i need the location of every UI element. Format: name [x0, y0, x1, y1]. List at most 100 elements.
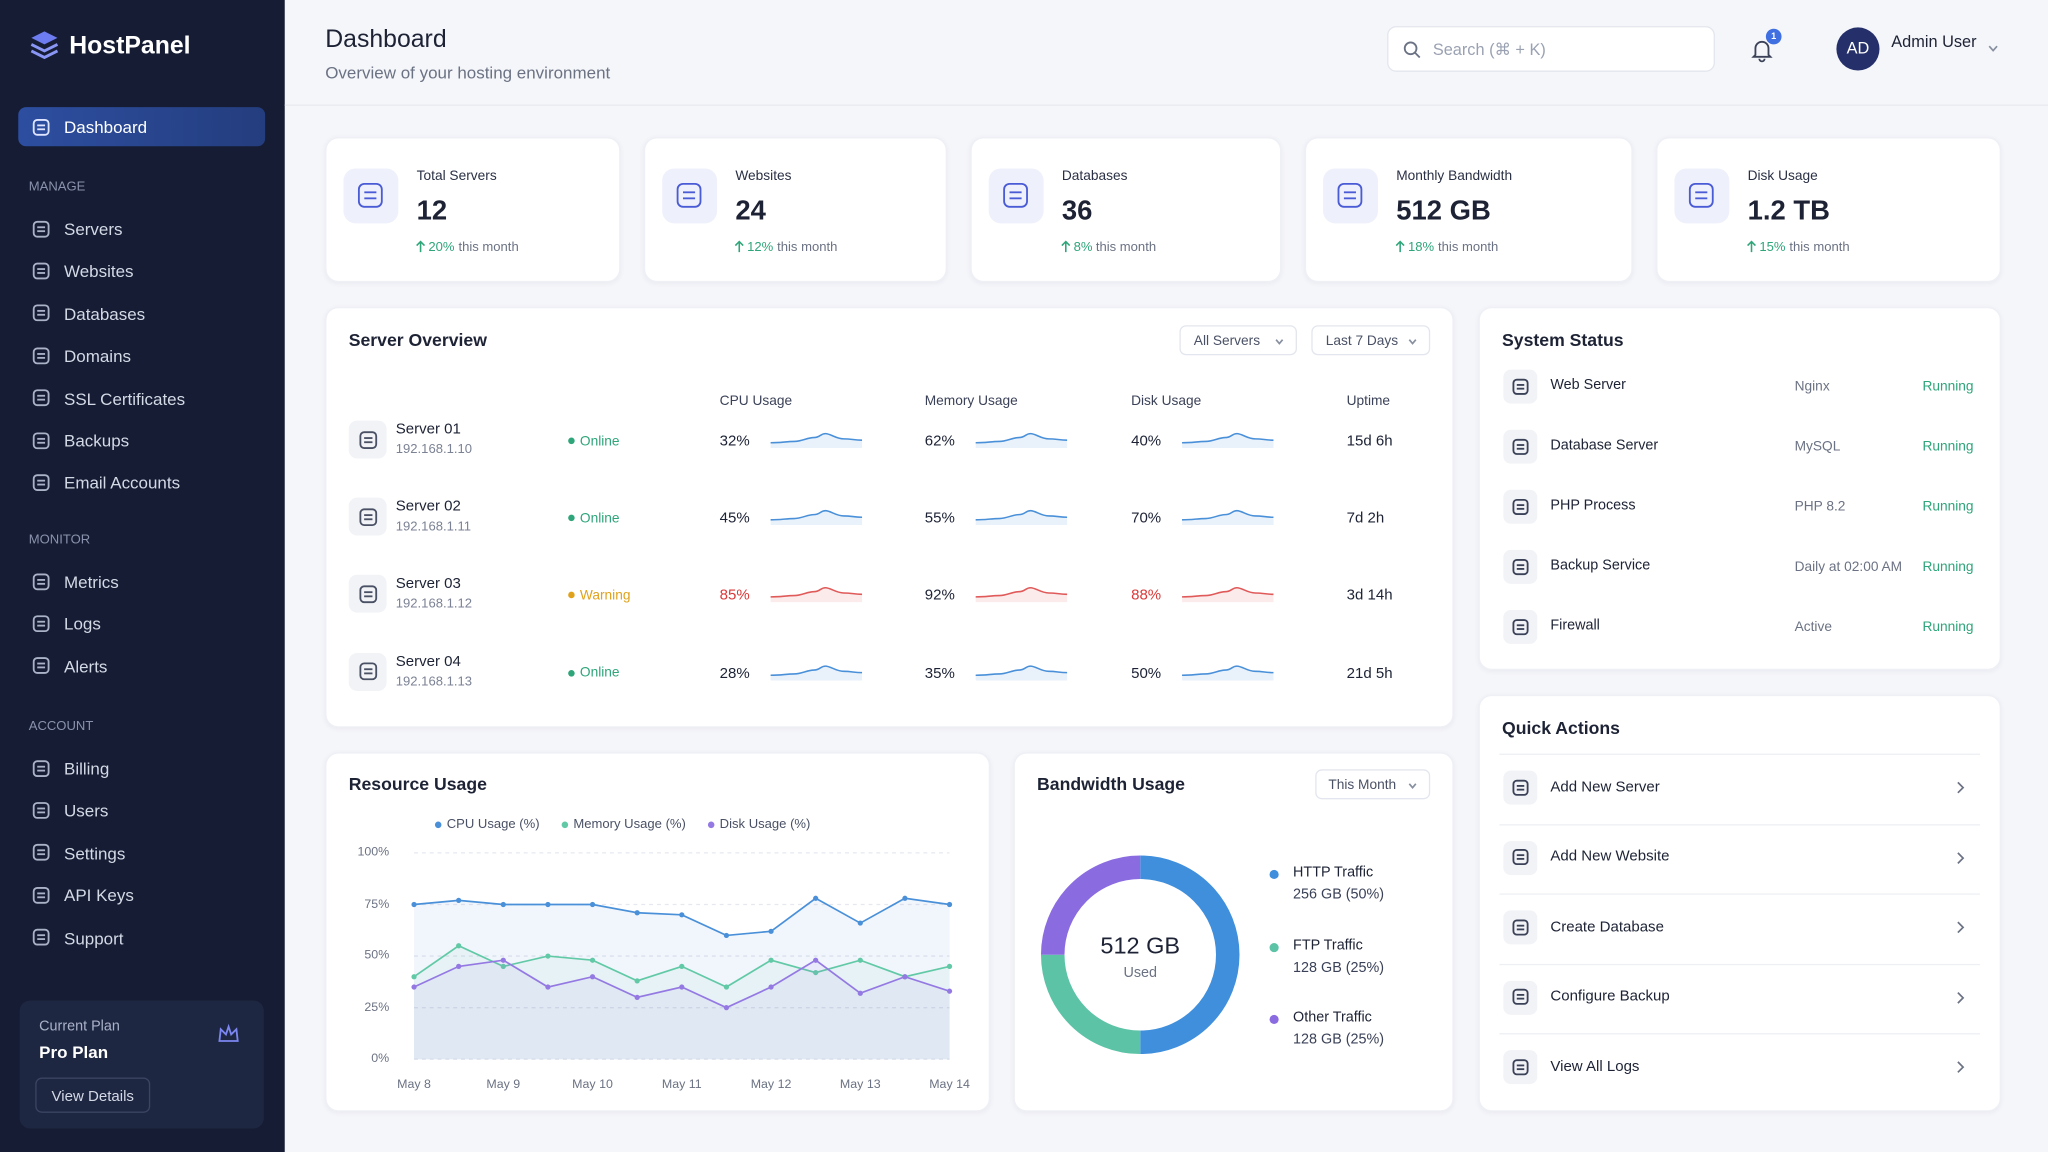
- service-state: Running: [1922, 558, 1974, 575]
- server-name: Server 02: [395, 499, 461, 515]
- trend-arrow: [1395, 240, 1405, 253]
- server-ip: 192.168.1.12: [395, 597, 473, 612]
- sparkline: [975, 432, 1068, 448]
- icon-shape: [1512, 378, 1529, 395]
- stat-label: Databases: [1061, 168, 1128, 184]
- chevron-icon: [1408, 338, 1416, 345]
- action-row[interactable]: [1499, 963, 1981, 1032]
- plan-button[interactable]: [35, 1077, 151, 1113]
- sparkline-line: [770, 664, 863, 676]
- avatar[interactable]: [1836, 27, 1880, 71]
- filter-dropdown[interactable]: [1315, 769, 1431, 800]
- data-point: [634, 910, 640, 916]
- filter-dropdown[interactable]: [1311, 325, 1431, 356]
- arrow-shape: [734, 240, 744, 253]
- legend-dot: [1269, 1014, 1279, 1024]
- action-label: Configure Backup: [1550, 989, 1670, 1005]
- notification-bell[interactable]: [1750, 38, 1774, 63]
- stat-value: 12: [416, 196, 448, 227]
- icon: [358, 585, 377, 603]
- column-header: Memory Usage: [924, 392, 1018, 409]
- service-state: Running: [1922, 618, 1974, 635]
- chevron: [1957, 781, 1965, 794]
- arrow-shape: [1061, 240, 1071, 253]
- service-detail: PHP 8.2: [1794, 498, 1846, 515]
- service-name: Firewall: [1550, 618, 1600, 634]
- nav-section-title: MONITOR: [28, 532, 91, 548]
- usage-value: 88%: [1131, 588, 1162, 604]
- icon: [32, 347, 49, 364]
- chevron: [1988, 45, 1998, 52]
- chevron-icon: [1274, 338, 1283, 345]
- icon: [32, 220, 49, 237]
- nav-item: Billing: [63, 758, 110, 779]
- nav-item: API Keys: [63, 885, 134, 906]
- sparkline-line: [1182, 510, 1274, 521]
- sparkline-area: [975, 588, 1068, 603]
- icon: [1512, 1059, 1529, 1076]
- card-title: Bandwidth Usage: [1037, 773, 1185, 794]
- search-box[interactable]: [1387, 26, 1715, 72]
- icon: [32, 389, 49, 407]
- icon: [1003, 183, 1029, 209]
- icon: [1512, 849, 1529, 866]
- nav-active[interactable]: [18, 107, 266, 147]
- data-point: [411, 901, 417, 908]
- sparkline: [770, 510, 863, 526]
- icon-shape: [358, 662, 377, 681]
- sparkline-line: [770, 432, 863, 444]
- stat-value: 24: [735, 196, 766, 227]
- icon-shape: [32, 572, 49, 590]
- sparkline-area: [770, 588, 863, 603]
- icon-shape: [358, 585, 377, 603]
- action-label: View All Logs: [1550, 1059, 1640, 1075]
- data-point: [679, 963, 685, 970]
- icon-box: [1503, 840, 1538, 875]
- donut-segment: [1139, 855, 1240, 1055]
- data-point: [634, 978, 640, 984]
- search-placeholder: Search (⌘ + K): [1432, 40, 1546, 60]
- server-status: Warning: [579, 587, 631, 604]
- status-dot: [568, 437, 575, 445]
- sparkline: [975, 587, 1068, 603]
- stat-value: 512 GB: [1396, 196, 1491, 227]
- action-row[interactable]: [1499, 893, 1981, 962]
- data-point: [946, 988, 953, 994]
- icon: [1512, 558, 1529, 575]
- server-uptime: 3d 14h: [1346, 588, 1393, 604]
- icon: [1512, 498, 1529, 515]
- stat-card: [1304, 137, 1633, 283]
- action-row[interactable]: [1499, 1033, 1981, 1102]
- action-row[interactable]: [1499, 753, 1981, 823]
- icon: [32, 928, 49, 946]
- icon-shape: [32, 262, 49, 280]
- data-point: [768, 957, 774, 963]
- icon-box: [1674, 168, 1730, 224]
- action-row[interactable]: [1499, 823, 1981, 893]
- search-shape: [1403, 41, 1418, 56]
- icon-shape: [1512, 498, 1529, 515]
- legend-label: Memory Usage (%): [573, 817, 686, 832]
- sparkline-area: [1182, 588, 1274, 603]
- icon-shape: [32, 304, 49, 322]
- icon: [32, 304, 49, 322]
- legend-label: Other Traffic: [1293, 1010, 1372, 1026]
- icon: [358, 662, 377, 681]
- y-tick-label: 25%: [364, 1000, 390, 1015]
- x-tick-label: May 11: [661, 1077, 702, 1093]
- logo-shape: [30, 43, 59, 53]
- chevron: [1274, 338, 1283, 345]
- donut-segment: [1040, 954, 1141, 1055]
- filter-dropdown[interactable]: [1179, 325, 1297, 356]
- icon-box: [1503, 489, 1538, 524]
- icon: [358, 430, 377, 449]
- nav-item: Websites: [63, 261, 134, 282]
- data-point: [589, 901, 596, 908]
- icon-box: [1503, 1050, 1538, 1085]
- stat-note: this month: [458, 240, 519, 255]
- sparkline-area: [770, 433, 863, 448]
- card-title: Quick Actions: [1502, 717, 1620, 738]
- icon-shape: [1512, 1059, 1529, 1076]
- data-point: [813, 969, 819, 976]
